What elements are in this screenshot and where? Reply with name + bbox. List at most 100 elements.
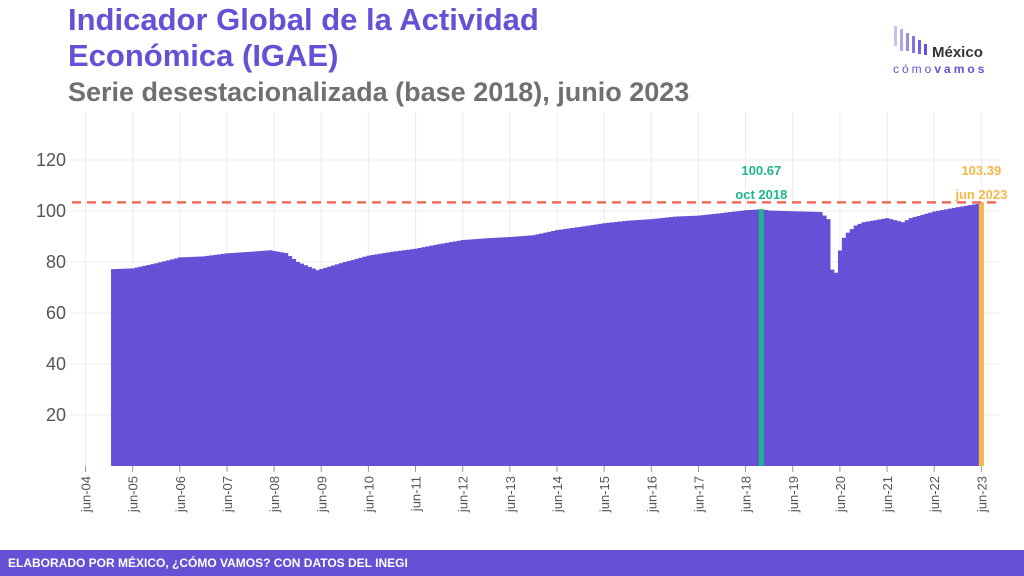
bar xyxy=(390,251,395,466)
bar xyxy=(519,236,524,466)
bar xyxy=(331,265,336,466)
bar xyxy=(240,252,246,466)
bar xyxy=(625,220,631,466)
bar xyxy=(900,222,906,466)
bar xyxy=(287,256,293,466)
bar xyxy=(720,213,725,466)
bar xyxy=(401,250,407,466)
bar xyxy=(166,260,171,466)
bar xyxy=(201,256,206,466)
bar xyxy=(484,238,489,466)
bar xyxy=(335,264,340,466)
bar xyxy=(397,250,403,466)
bar xyxy=(527,235,532,466)
bar xyxy=(169,259,175,466)
bar xyxy=(547,231,552,466)
bar xyxy=(158,262,163,466)
bar xyxy=(751,209,756,466)
bar xyxy=(873,220,878,466)
bar xyxy=(531,235,536,466)
x-tick-label: jun-19 xyxy=(786,476,801,513)
bars xyxy=(111,202,984,467)
logo-sub-light: cómo xyxy=(893,62,935,76)
bar xyxy=(378,253,383,466)
bar xyxy=(657,218,662,466)
bar xyxy=(755,209,760,466)
highlight-bar xyxy=(978,202,984,466)
bar xyxy=(841,237,847,466)
x-tick-label: jun-17 xyxy=(691,476,706,513)
bar xyxy=(122,268,128,466)
bar xyxy=(311,268,316,466)
bar xyxy=(362,256,367,466)
bar xyxy=(338,263,344,466)
x-tick-label: jun-11 xyxy=(409,476,424,512)
x-tick-label: jun-20 xyxy=(833,476,848,513)
bar xyxy=(920,214,925,466)
bar xyxy=(857,223,862,466)
bar xyxy=(452,241,458,466)
annotation-date: jun 2023 xyxy=(954,187,1007,202)
bar xyxy=(889,219,894,466)
bar xyxy=(370,254,375,466)
bar xyxy=(303,265,308,466)
bar xyxy=(346,260,352,466)
bar xyxy=(830,269,835,466)
bar xyxy=(260,250,265,466)
bar xyxy=(684,216,690,466)
bar xyxy=(264,250,269,466)
bar xyxy=(173,258,179,466)
bar xyxy=(645,219,650,466)
bar xyxy=(680,216,686,466)
bar xyxy=(272,250,277,466)
bar xyxy=(716,213,721,466)
bar xyxy=(696,215,701,466)
x-tick-label: jun-09 xyxy=(314,476,329,513)
bar xyxy=(558,229,564,466)
bar xyxy=(189,256,194,466)
bar xyxy=(602,223,607,466)
bar xyxy=(668,217,674,466)
bar xyxy=(814,211,819,466)
bar xyxy=(382,253,387,466)
bar xyxy=(555,230,560,466)
bar xyxy=(613,221,619,466)
x-tick-label: jun-18 xyxy=(739,476,754,513)
bar xyxy=(810,211,815,466)
bar xyxy=(248,251,253,466)
chart-title: Indicador Global de la Actividad Económi… xyxy=(68,2,539,73)
bar xyxy=(221,253,226,466)
bar xyxy=(877,219,882,466)
bar xyxy=(606,222,611,466)
bar xyxy=(354,258,359,466)
annotation-value: 103.39 xyxy=(961,163,1001,178)
bar xyxy=(853,225,858,466)
bar xyxy=(951,207,957,466)
bar xyxy=(162,261,167,466)
bar xyxy=(126,268,132,466)
bar xyxy=(433,244,438,466)
bar xyxy=(315,270,320,466)
bar xyxy=(959,206,965,466)
bar xyxy=(916,215,921,466)
bar xyxy=(892,220,898,466)
x-tick-label: jun-15 xyxy=(597,476,612,513)
bar xyxy=(723,212,729,466)
logo-subtitle: cómovamos xyxy=(893,62,987,76)
bar xyxy=(413,248,418,466)
bar xyxy=(928,212,933,466)
bar xyxy=(637,219,642,466)
bar xyxy=(181,257,187,466)
bar xyxy=(975,203,980,467)
bar xyxy=(924,213,929,466)
bar xyxy=(523,235,528,466)
bar xyxy=(150,264,155,467)
bar xyxy=(268,250,273,466)
bar xyxy=(947,208,953,466)
bar xyxy=(908,218,913,466)
bar xyxy=(771,210,776,466)
bar xyxy=(405,249,411,466)
bar xyxy=(511,236,517,466)
bar xyxy=(582,226,587,466)
x-tick-label: jun-05 xyxy=(126,476,141,513)
